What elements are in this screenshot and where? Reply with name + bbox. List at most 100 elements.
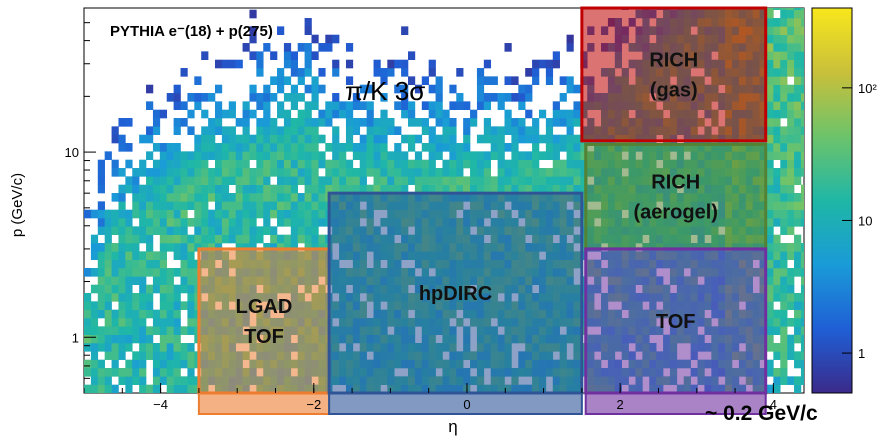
heatmap-cell xyxy=(800,318,804,327)
heatmap-cell xyxy=(146,84,154,94)
heatmap-cell xyxy=(470,159,478,169)
heatmap-cell xyxy=(780,9,788,19)
heatmap-cell xyxy=(497,126,505,135)
heatmap-cell xyxy=(787,184,795,194)
heatmap-cell xyxy=(187,384,195,393)
heatmap-cell xyxy=(118,326,126,335)
heatmap-cell xyxy=(773,326,781,335)
heatmap-cell xyxy=(394,159,402,169)
heatmap-cell xyxy=(483,76,492,85)
heatmap-cell xyxy=(132,184,140,194)
heatmap-cell xyxy=(449,151,457,160)
heatmap-cell xyxy=(518,176,526,185)
heatmap-cell xyxy=(173,334,181,344)
heatmap-cell xyxy=(800,118,804,127)
heatmap-cell xyxy=(773,343,781,352)
heatmap-cell xyxy=(552,168,560,177)
heatmap-cell xyxy=(800,9,804,19)
heatmap-cell xyxy=(304,68,312,77)
pid-annotation: π/K 3σ xyxy=(345,76,425,106)
heatmap-cell xyxy=(552,184,560,194)
heatmap-cell xyxy=(766,134,774,144)
heatmap-cell xyxy=(304,234,312,244)
heatmap-cell xyxy=(304,243,312,252)
heatmap-cell xyxy=(449,184,457,194)
heatmap-cell xyxy=(173,84,181,94)
heatmap-cell xyxy=(152,251,161,260)
heatmap-cell xyxy=(421,76,429,85)
heatmap-cell xyxy=(139,318,147,327)
heatmap-cell xyxy=(538,134,547,144)
heatmap-cell xyxy=(800,334,804,344)
heatmap-cell xyxy=(773,68,781,77)
heatmap-cell xyxy=(800,93,804,102)
heatmap-cell xyxy=(97,209,105,219)
heatmap-cell xyxy=(552,118,560,127)
heatmap-cell xyxy=(497,143,505,152)
heatmap-cell xyxy=(221,193,230,202)
heatmap-cell xyxy=(125,234,133,244)
heatmap-cell xyxy=(263,43,271,52)
heatmap-cell xyxy=(476,134,485,144)
heatmap-cell xyxy=(318,209,326,219)
heatmap-cell xyxy=(380,176,388,185)
heatmap-cell xyxy=(104,234,112,244)
heatmap-cell xyxy=(414,159,423,169)
heatmap-cell xyxy=(270,93,278,102)
heatmap-cell xyxy=(525,151,533,160)
heatmap-cell xyxy=(545,143,554,152)
heatmap-cell xyxy=(476,93,485,102)
heatmap-cell xyxy=(463,134,471,144)
heatmap-cell xyxy=(787,343,795,352)
heatmap-cell xyxy=(773,276,781,285)
heatmap-cell xyxy=(139,234,147,244)
heatmap-cell xyxy=(221,209,230,219)
heatmap-cell xyxy=(139,251,147,260)
heatmap-cell xyxy=(766,118,774,127)
heatmap-cell xyxy=(84,301,92,310)
heatmap-cell xyxy=(373,159,381,169)
heatmap-cell xyxy=(111,159,119,169)
heatmap-cell xyxy=(800,101,804,110)
heatmap-cell xyxy=(290,93,299,102)
heatmap-cell xyxy=(800,184,804,194)
heatmap-cell xyxy=(483,93,492,102)
heatmap-cell xyxy=(166,384,174,393)
heatmap-cell xyxy=(201,201,209,210)
heatmap-cell xyxy=(221,143,230,152)
heatmap-cell xyxy=(132,326,140,335)
heatmap-cell xyxy=(794,18,802,27)
heatmap-cell xyxy=(428,168,436,177)
heatmap-cell xyxy=(794,126,802,135)
heatmap-cell xyxy=(456,176,464,185)
heatmap-cell xyxy=(766,8,774,11)
heatmap-cell xyxy=(766,18,774,27)
heatmap-cell xyxy=(787,193,795,202)
heatmap-cell xyxy=(318,109,326,119)
heatmap-cell xyxy=(235,59,243,69)
heatmap-cell xyxy=(442,176,450,185)
heatmap-cell xyxy=(559,109,567,119)
heatmap-cell xyxy=(180,243,188,252)
heatmap-cell xyxy=(559,168,567,177)
heatmap-cell xyxy=(180,184,188,194)
heatmap-cell xyxy=(290,218,299,227)
heatmap-cell xyxy=(538,59,547,69)
heatmap-cell xyxy=(490,151,498,160)
heatmap-cell xyxy=(256,201,264,210)
heatmap-cell xyxy=(518,159,526,169)
heatmap-cell xyxy=(794,201,802,210)
heatmap-cell xyxy=(152,326,161,335)
heatmap-cell xyxy=(277,201,285,210)
heatmap-cell xyxy=(208,234,216,244)
heatmap-cell xyxy=(187,376,195,385)
heatmap-cell xyxy=(580,184,588,194)
heatmap-cell xyxy=(97,168,105,177)
heatmap-cell xyxy=(173,159,181,169)
heatmap-cell xyxy=(277,193,285,202)
heatmap-cell xyxy=(794,84,802,94)
heatmap-cell xyxy=(387,151,395,160)
heatmap-cell xyxy=(180,259,188,269)
heatmap-cell xyxy=(297,76,305,85)
heatmap-cell xyxy=(566,168,574,177)
